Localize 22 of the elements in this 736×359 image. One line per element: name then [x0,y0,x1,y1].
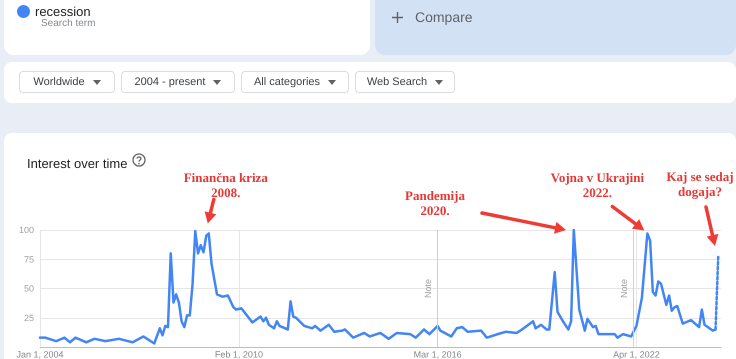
x-tick-label: Jan 1, 2004 [16,350,64,359]
text: Compare [415,9,473,25]
text: Search term [41,18,96,29]
text: Web Search [366,76,428,88]
x-tick-label: Mar 1, 2016 [414,350,462,359]
x-tick-label: Feb 1, 2010 [214,350,263,359]
x-tick-label: Apr 1, 2022 [613,350,660,359]
text: 2004 - present [134,76,206,88]
y-tick-label: 25 [24,312,34,323]
text: All categories [254,76,320,88]
legend-label: recession [35,4,91,19]
text: Worldwide [33,76,85,88]
ref-line-label: Note [619,278,630,298]
text: Pandemija 2020. [405,188,465,218]
y-tick-label: 100 [18,225,34,235]
text: Kaj se sedaj dogaja? [666,169,734,199]
annotation: Vojna v Ukrajini 2022. [550,170,644,200]
annotation: Finančna kriza 2008. [184,170,268,200]
ref-line-label: Note [423,278,434,298]
chart-title: Interest over time [27,156,128,171]
y-tick-label: 75 [24,254,34,264]
y-tick-label: 50 [24,284,34,294]
